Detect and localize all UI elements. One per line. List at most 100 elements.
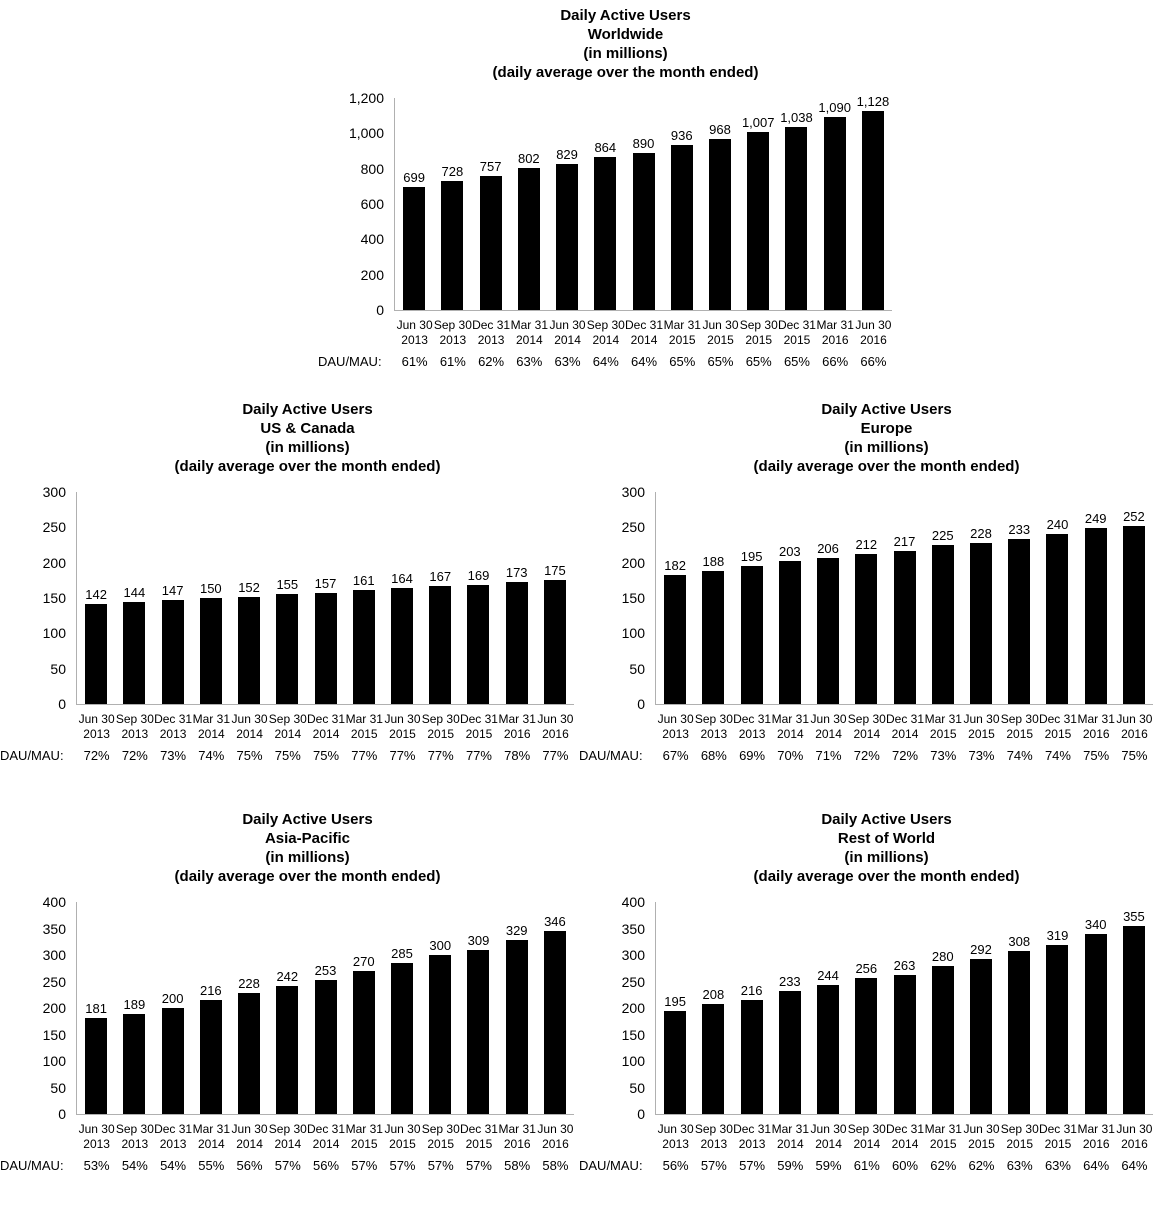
x-axis-label-year: 2013	[700, 1137, 728, 1151]
bar	[276, 985, 299, 1114]
y-axis-tick-label: 0	[58, 696, 66, 712]
x-axis-label-year: 2016	[542, 727, 569, 741]
x-axis-label: Mar 31 2015	[924, 1122, 962, 1152]
bar	[199, 598, 222, 704]
bar-column: 728	[433, 164, 471, 310]
x-axis-label-year: 2013	[401, 333, 428, 347]
y-axis-tick-label: 300	[621, 947, 645, 963]
dau-mau-value: 77%	[427, 748, 454, 763]
x-axis-label-year: 2015	[783, 333, 811, 347]
x-axis-spacer	[0, 1122, 78, 1152]
dau-mau-value: 57%	[465, 1158, 492, 1173]
dau-mau-value: 73%	[968, 748, 995, 763]
x-axis-label: Mar 31 2015	[663, 318, 701, 348]
plot-area: 182 188 195 203 206 212 217 225 228 233 240 249 252	[655, 492, 1153, 705]
bar-column: 142	[77, 587, 115, 704]
bar-value-label: 175	[544, 563, 566, 579]
x-axis-label-year: 2014	[853, 1137, 881, 1151]
dau-mau-value: 71%	[815, 748, 842, 763]
bar-column: 152	[230, 580, 268, 704]
x-axis-label-year: 2015	[1044, 727, 1072, 741]
bar-value-label: 340	[1084, 916, 1107, 932]
x-axis-label-year: 2015	[929, 727, 957, 741]
x-axis-label: Jun 30 2014	[230, 1122, 268, 1152]
bar-value-label: 195	[664, 993, 686, 1009]
bar	[505, 939, 528, 1114]
y-axis-tick-label: 50	[50, 1079, 66, 1096]
x-axis-label-date: Jun 30	[1116, 1122, 1153, 1136]
x-axis-label: Sep 30 2015	[740, 318, 778, 348]
x-axis-label-year: 2015	[1006, 727, 1034, 741]
dau-mau-value: 57%	[274, 1158, 301, 1173]
x-axis-label: Jun 30 2013	[657, 1122, 695, 1152]
y-axis-tick-label: 200	[42, 1000, 66, 1016]
x-axis-label: Dec 31 2015	[1039, 712, 1077, 742]
dau-mau-value: 73%	[160, 748, 187, 763]
bar-value-label: 164	[391, 571, 413, 587]
dau-mau-label: DAU/MAU:	[579, 1158, 643, 1173]
dau-mau-value: 54%	[121, 1158, 148, 1173]
bar	[238, 993, 261, 1114]
y-axis-tick-label: 1,000	[348, 125, 384, 142]
y-axis-tick-label: 1,200	[348, 90, 384, 106]
x-axis-label-year: 2015	[745, 333, 773, 347]
bar-column: 340	[1077, 917, 1115, 1114]
y-axis-tick-label: 100	[621, 625, 645, 642]
plot-area: 195 208 216 233 244 256 263 280 292 308 319 340 355	[655, 902, 1153, 1115]
bar	[931, 965, 954, 1114]
dau-mau-value: 75%	[274, 748, 301, 763]
x-axis-row: Jun 30 2013 Sep 30 2013 Dec 31 2013 Mar 31 2014…	[579, 1122, 1154, 1152]
bar-column: 292	[962, 942, 1000, 1114]
bar	[314, 593, 337, 704]
bar	[479, 176, 502, 310]
x-axis-label-year: 2014	[312, 727, 340, 741]
bar	[778, 560, 801, 704]
dau-mau-value: 66%	[822, 354, 849, 369]
dau-mau-value: 59%	[815, 1158, 842, 1173]
dau-mau-value: 60%	[892, 1158, 919, 1173]
bar	[467, 950, 490, 1114]
x-axis-label-year: 2013	[439, 333, 467, 347]
x-axis-label: Mar 31 2016	[498, 712, 536, 742]
bar-value-label: 173	[505, 564, 528, 580]
dau-mau-value: 65%	[783, 354, 810, 369]
chart-us-canada: Daily Active Users US & Canada (in million…	[0, 400, 575, 763]
x-axis-label-date: Jun 30	[78, 1122, 115, 1136]
bar	[543, 930, 566, 1114]
bar	[441, 181, 464, 310]
x-axis-label: Jun 30 2015	[701, 318, 739, 348]
x-axis-label-year: 2013	[121, 727, 149, 741]
x-axis-label-date: Jun 30	[963, 712, 1000, 726]
bar-value-label: 152	[238, 579, 260, 595]
bar	[855, 554, 878, 704]
bar-column: 280	[924, 949, 962, 1114]
dau-mau-value: 63%	[1044, 1158, 1071, 1173]
x-axis-label-date: Dec 31	[307, 1122, 346, 1136]
dau-mau-value: 61%	[853, 1158, 880, 1173]
x-axis-label-date: Sep 30	[115, 712, 154, 726]
dau-mau-value: 72%	[892, 748, 919, 763]
x-axis-label: Dec 31 2014	[625, 318, 663, 348]
bar-value-label: 155	[276, 577, 299, 593]
chart-body: 0 50 100 150 200 250 300 182 188 195 203 206 212 217 2…	[579, 484, 1154, 712]
dau-mau-value: 56%	[662, 1158, 689, 1173]
x-axis-label-year: 2013	[662, 1137, 689, 1151]
x-axis-label: Sep 30 2015	[422, 712, 460, 742]
x-axis-label: Mar 31 2016	[816, 318, 854, 348]
bar-value-label: 161	[352, 573, 375, 589]
x-axis-label-date: Mar 31	[498, 712, 536, 726]
bar-column: 308	[1000, 934, 1038, 1114]
chart-title-line: Daily Active Users	[560, 7, 691, 24]
bar-value-label: 228	[238, 976, 260, 992]
x-axis-label-date: Dec 31	[459, 1122, 498, 1136]
bar-value-label: 292	[970, 942, 992, 958]
x-axis-label-date: Dec 31	[472, 318, 511, 332]
x-axis-label-year: 2014	[776, 727, 804, 741]
x-axis-row: Jun 30 2013 Sep 30 2013 Dec 31 2013 Mar 31 2014…	[0, 1122, 575, 1152]
bar-value-label: 217	[893, 533, 916, 549]
bar	[785, 126, 808, 310]
x-axis-label-date: Sep 30	[739, 318, 778, 332]
dau-mau-value: 65%	[669, 354, 696, 369]
chart-title-line: (in millions)	[844, 849, 929, 866]
chart-title-line: US & Canada	[260, 420, 355, 437]
